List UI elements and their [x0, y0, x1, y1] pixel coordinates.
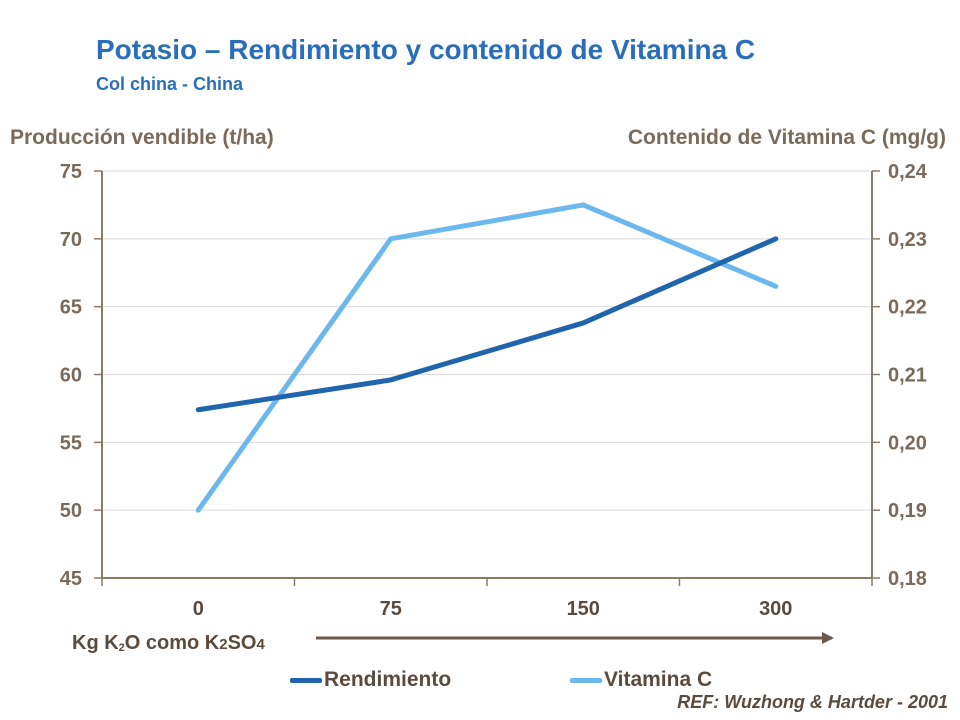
right-tick-label: 0,21 [888, 365, 927, 387]
right-tick-label: 0,23 [888, 229, 927, 251]
legend-label-vitamina: Vitamina C [604, 668, 713, 691]
chart-title: Potasio – Rendimiento y contenido de Vit… [96, 34, 756, 65]
series-lines [195, 202, 779, 513]
right-tick-label: 0,22 [888, 297, 927, 319]
reference-note: REF: Wuzhong & Hartder - 2001 [677, 692, 948, 712]
axes [94, 170, 880, 586]
grid-lines [102, 170, 872, 511]
x-tick-label: 75 [380, 598, 402, 620]
right-tick-label: 0,18 [888, 568, 927, 590]
legend-label-rendimiento: Rendimiento [324, 668, 452, 691]
legend-item-vitamina: Vitamina C [570, 668, 712, 692]
series-line-vitamina-c [195, 202, 779, 513]
x-axis-label: Kg K2O como K2SO4 [72, 632, 265, 654]
left-axis-title: Producción vendible (t/ha) [10, 126, 274, 149]
left-tick-label: 60 [60, 365, 82, 387]
left-tick-label: 65 [60, 297, 82, 319]
right-tick-label: 0,20 [888, 432, 927, 454]
left-tick-label: 70 [60, 229, 82, 251]
series-line-rendimiento [195, 236, 779, 413]
legend-item-rendimiento: Rendimiento [290, 668, 451, 692]
x-tick-label: 0 [193, 598, 204, 620]
legend-swatch-vitamina [570, 677, 602, 683]
left-tick-label: 55 [60, 432, 82, 454]
left-tick-label: 75 [60, 161, 82, 183]
left-tick-label: 45 [60, 568, 82, 590]
left-tick-label: 50 [60, 500, 82, 522]
right-tick-label: 0,24 [888, 161, 928, 183]
x-tick-label: 150 [567, 598, 600, 620]
tick-labels: 75 70 65 60 55 50 45 0,24 0,23 0,22 0,21 0,20 0,19 0,… [60, 161, 928, 620]
chart-subtitle: Col china - China [96, 74, 244, 94]
legend-swatch-rendimiento [290, 677, 322, 683]
right-tick-label: 0,19 [888, 500, 927, 522]
x-tick-label: 300 [759, 598, 792, 620]
right-axis-title: Contenido de Vitamina C (mg/g) [627, 126, 946, 149]
